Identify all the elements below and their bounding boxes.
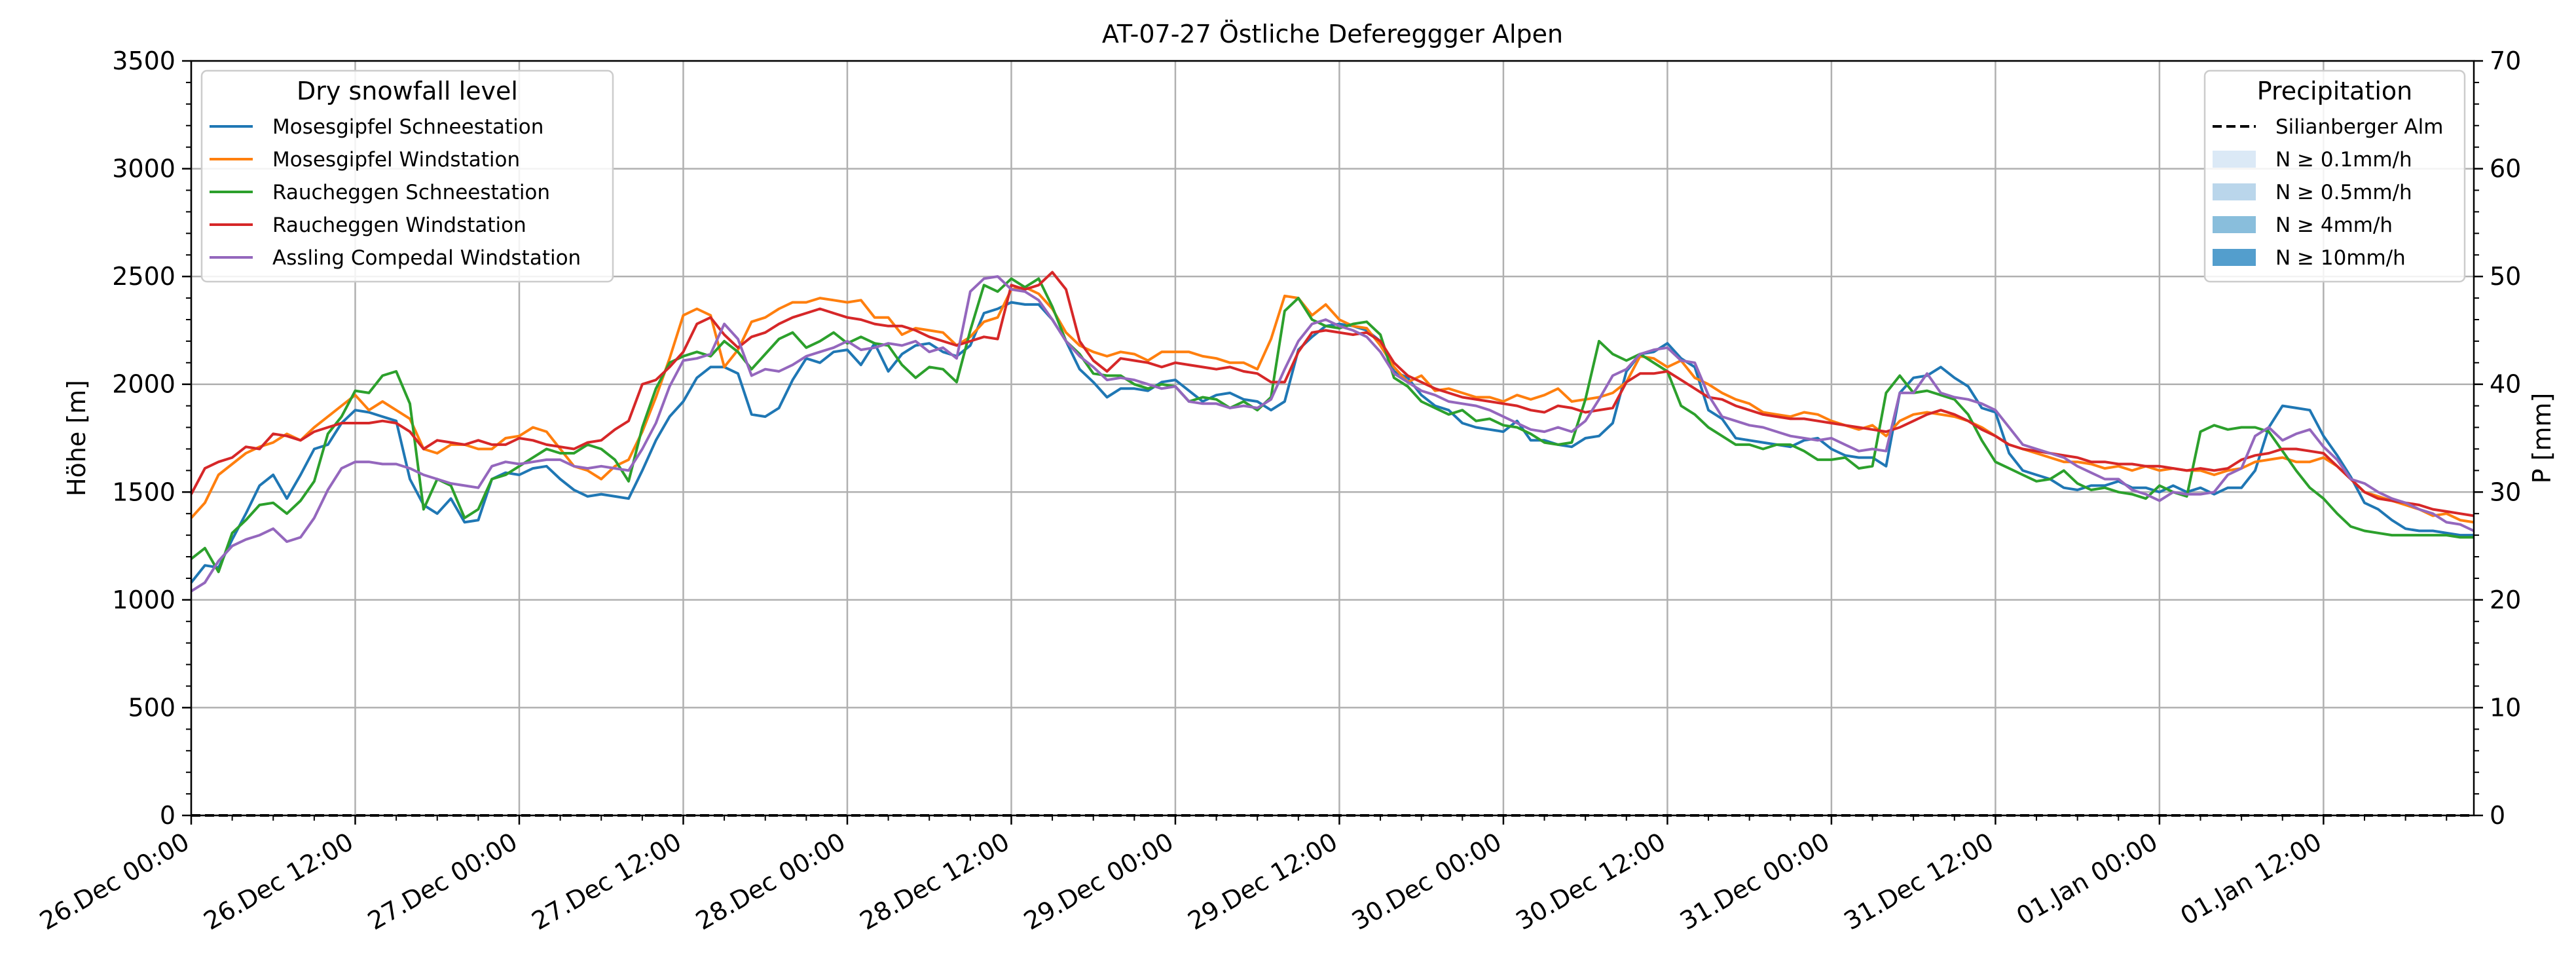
y-tick-label: 2500 [112,262,175,291]
chart-title: AT-07-27 Östliche Defereggger Alpen [1102,20,1563,48]
legend-right-label: N ≥ 4mm/h [2275,214,2393,237]
y2-axis-title: P [mm] [2528,393,2556,484]
legend-left-label: Raucheggen Schneestation [272,181,550,204]
legend-left-label: Raucheggen Windstation [272,214,526,237]
y-tick-label: 500 [128,693,175,722]
legend-right-label: Silianberger Alm [2275,115,2443,139]
legend-right-label: N ≥ 10mm/h [2275,246,2406,270]
series-line-1 [190,286,2475,524]
y-tick-label: 3500 [112,47,175,75]
legend-left-frame [200,69,614,283]
y2-tick-label: 50 [2490,262,2521,291]
legend-right-swatch-patch [2213,216,2256,233]
y-tick-label: 3000 [112,155,175,183]
legend-left-label: Assling Compedal Windstation [272,246,581,270]
legend-right-label: N ≥ 0.5mm/h [2275,181,2412,204]
y-tick-label: 1500 [112,477,175,506]
y-tick-label: 2000 [112,370,175,399]
y-axis-title: Höhe [m] [62,380,91,496]
series-line-2 [190,277,2474,574]
legend-right-swatch-patch [2213,151,2256,168]
legend-right-swatch-patch [2213,249,2256,266]
series-lines [190,270,2475,593]
legend-left-title: Dry snowfall level [297,77,518,105]
legend-left-label: Mosesgipfel Schneestation [272,115,543,139]
legend-snowfall: Dry snowfall level Mosesgipfel Schneestat… [200,69,614,283]
y2-tick-label: 0 [2490,801,2505,830]
legend-right-frame [2203,69,2466,283]
y2-tick-label: 20 [2490,586,2521,614]
y2-tick-label: 40 [2490,370,2521,399]
y2-tick-label: 10 [2490,693,2521,722]
series-line-4 [190,275,2475,593]
y2-tick-label: 30 [2490,477,2521,506]
y2-axis-ticks: 0 10 20 30 40 50 60 70 [2474,47,2521,830]
y-tick-label: 1000 [112,586,175,614]
legend-right-label: N ≥ 0.1mm/h [2275,148,2412,172]
y-tick-label: 0 [160,801,175,830]
plot-frame [190,60,2475,817]
legend-precipitation: Precipitation Silianberger Alm N ≥ 0.1mm/h… [2203,69,2466,283]
legend-right-title: Precipitation [2257,77,2413,105]
y-axis-ticks: 0 500 1000 1500 2000 2500 3000 3500 [112,47,191,830]
series-line-3 [190,270,2475,517]
series-line-0 [190,301,2474,584]
y2-tick-label: 60 [2490,155,2521,183]
y2-tick-label: 70 [2490,47,2521,75]
legend-right-swatch-patch [2213,183,2256,200]
legend-left-label: Mosesgipfel Windstation [272,148,520,172]
